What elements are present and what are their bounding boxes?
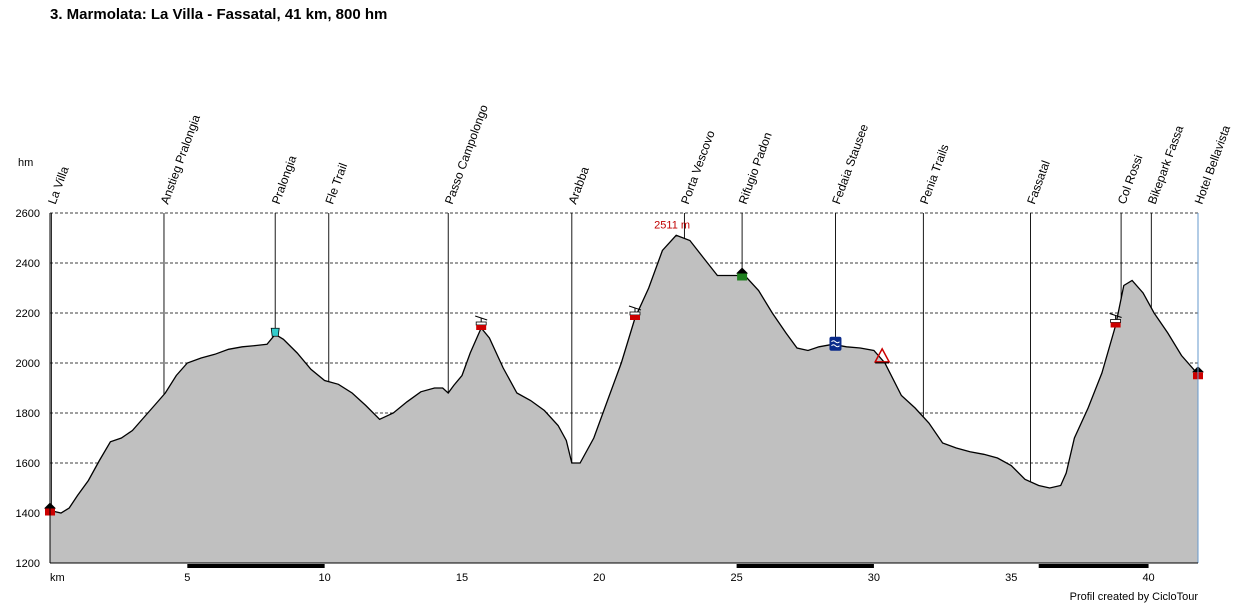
- road-segment: [187, 564, 325, 568]
- x-axis-label: km: [50, 572, 65, 584]
- waypoint-label: Fle Trail: [322, 161, 350, 206]
- waypoint-label: Rifugio Padon: [736, 130, 775, 206]
- road-segment: [1038, 564, 1149, 568]
- waypoint-label: Fassatal: [1024, 159, 1053, 206]
- cup-icon: [270, 327, 280, 337]
- cable-car-icon: [475, 315, 488, 330]
- credit-text: Profil created by CicloTour: [1070, 591, 1199, 603]
- waypoint-label: Passo Campolongo: [442, 103, 491, 207]
- profile-fill: [50, 235, 1198, 564]
- y-axis-label: hm: [18, 157, 33, 169]
- road-segment: [736, 564, 874, 568]
- waypoint-label: Bikepark Fassa: [1145, 123, 1187, 206]
- axis-layer: 1200 1400 1600 1800 2000 2200 2400 2600 hm km 5 10 1…: [16, 157, 1199, 584]
- y-tick-label: 1600: [16, 458, 40, 470]
- waypoint-label: Anstieg Pralongia: [158, 113, 203, 206]
- y-tick-label: 2600: [16, 208, 40, 220]
- y-tick-label: 1200: [16, 558, 40, 570]
- y-tick-label: 2400: [16, 258, 40, 270]
- cable-car-icon: [1109, 313, 1122, 328]
- warning-icon: [873, 347, 891, 364]
- lake-icon: [829, 336, 842, 351]
- cable-car-icon: [628, 305, 642, 320]
- x-tick-label: 25: [730, 572, 742, 584]
- chart-title: 3. Marmolata: La Villa - Fassatal, 41 km…: [50, 6, 387, 23]
- waypoint-label: Fedaia Stausee: [829, 122, 871, 206]
- waypoint-label: Arabba: [565, 165, 592, 206]
- waypoint-label: Porta Vescovo: [678, 128, 718, 206]
- x-tick-label: 15: [456, 572, 468, 584]
- hut-icon: [736, 267, 749, 281]
- profile-area: [49, 234, 1199, 564]
- waypoint-label: La Villa: [45, 164, 72, 206]
- y-tick-label: 2000: [16, 358, 40, 370]
- y-tick-label: 2200: [16, 308, 40, 320]
- waypoint-label: Penia Trails: [917, 142, 952, 206]
- profile-line: [49, 234, 1199, 514]
- y-tick-label: 1800: [16, 408, 40, 420]
- x-tick-label: 10: [319, 572, 331, 584]
- peak-elevation-label: 2511 m: [654, 219, 690, 231]
- waypoint-label: Pralongia: [269, 153, 300, 206]
- waypoint-label: Hotel Bellavista: [1192, 123, 1234, 206]
- waypoint-label: Col Rossi: [1115, 153, 1146, 206]
- x-tick-label: 40: [1142, 572, 1154, 584]
- x-tick-label: 5: [184, 572, 190, 584]
- x-tick-label: 30: [868, 572, 880, 584]
- x-tick-label: 20: [593, 572, 605, 584]
- x-tick-label: 35: [1005, 572, 1017, 584]
- y-tick-label: 1400: [16, 508, 40, 520]
